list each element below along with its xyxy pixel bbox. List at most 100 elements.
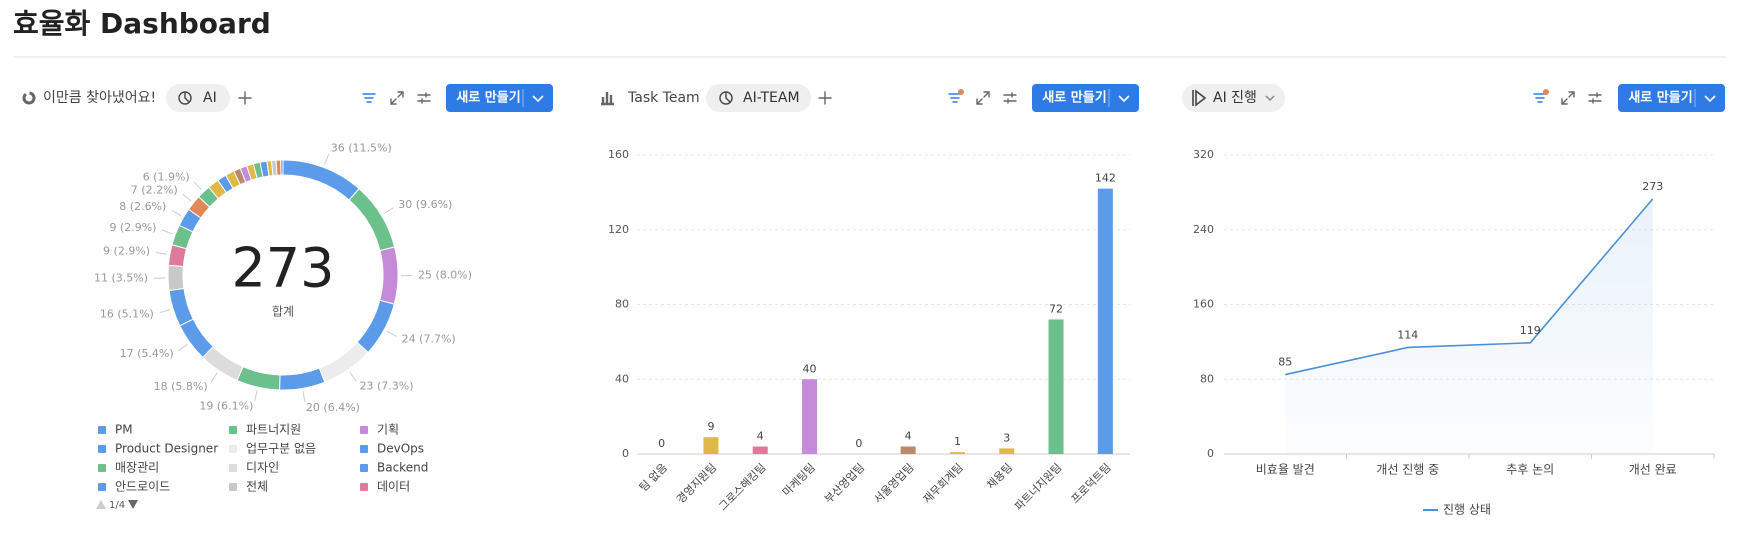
bar[interactable]: [802, 379, 818, 454]
data-label: 20 (6.4%): [306, 401, 360, 414]
x-tick-label: 개선 진행 중: [1376, 462, 1439, 477]
legend-label[interactable]: 진행 상태: [1443, 502, 1491, 517]
x-tick-label: 재무회계팀: [921, 461, 966, 506]
view-tab[interactable]: [706, 84, 811, 112]
data-label: 4: [905, 430, 912, 443]
add-view-button[interactable]: [818, 91, 832, 105]
bar[interactable]: [1048, 319, 1064, 454]
legend-label[interactable]: 파트너지원: [246, 423, 301, 437]
dropdown-button[interactable]: [532, 95, 544, 103]
label-connector: [171, 209, 182, 217]
data-label: 3: [1003, 431, 1010, 444]
x-tick-label: 마케팅팀: [780, 461, 818, 499]
legend-swatch: [98, 426, 106, 434]
bar[interactable]: [949, 452, 965, 454]
data-label: 85: [1278, 356, 1292, 369]
legend-next[interactable]: [128, 500, 138, 509]
bar[interactable]: [703, 437, 719, 454]
data-label: 16 (5.1%): [100, 307, 154, 320]
bar[interactable]: [900, 446, 916, 454]
filter-button[interactable]: [362, 93, 376, 103]
y-tick-label: 160: [608, 148, 629, 161]
view-tab-label[interactable]: AI-TEAM: [743, 90, 800, 106]
new-button-label[interactable]: 새로 만들기: [1628, 90, 1692, 106]
data-label: 7 (2.2%): [131, 183, 178, 196]
new-button[interactable]: [1618, 84, 1725, 112]
data-label: 119: [1520, 324, 1541, 337]
view-tab[interactable]: [166, 84, 230, 112]
new-button[interactable]: [446, 84, 553, 112]
bar[interactable]: [999, 448, 1015, 454]
label-connector: [324, 154, 330, 165]
label-connector: [161, 229, 173, 235]
donut-slice: [348, 188, 396, 252]
legend-label[interactable]: 기획: [377, 423, 399, 437]
view-tab-label[interactable]: AI: [203, 90, 217, 106]
legend-swatch: [98, 445, 106, 453]
dropdown-button[interactable]: [1118, 95, 1130, 103]
label-connector: [159, 308, 171, 314]
filter-indicator: [958, 89, 964, 95]
legend-label[interactable]: 안드로이드: [115, 480, 170, 494]
legend-swatch: [229, 483, 237, 491]
label-connector: [210, 372, 218, 383]
data-label: 8 (2.6%): [119, 200, 166, 213]
new-button[interactable]: [1032, 84, 1139, 112]
y-tick-label: 120: [608, 223, 629, 236]
legend-swatch: [360, 445, 368, 453]
settings-button[interactable]: [417, 92, 431, 104]
expand-button[interactable]: [1561, 91, 1575, 105]
legend-label[interactable]: PM: [115, 423, 133, 437]
settings-button[interactable]: [1003, 92, 1017, 104]
new-button-label[interactable]: 새로 만들기: [1042, 90, 1106, 106]
settings-button[interactable]: [1588, 92, 1602, 104]
data-label: 24 (7.7%): [402, 332, 456, 345]
x-tick-label: 추후 논의: [1506, 463, 1554, 477]
label-connector: [349, 371, 357, 382]
new-button-label[interactable]: 새로 만들기: [456, 90, 520, 106]
label-connector: [254, 390, 258, 401]
y-tick-label: 80: [1200, 372, 1214, 385]
legend-label[interactable]: 디자인: [246, 461, 279, 475]
legend-label[interactable]: DevOps: [377, 442, 424, 456]
add-view-button[interactable]: [238, 91, 252, 105]
view-tab-label[interactable]: AI 진행: [1213, 90, 1257, 106]
legend-swatch: [229, 464, 237, 472]
legend-swatch: [360, 483, 368, 491]
donut-slice: [236, 365, 281, 391]
total-value: 273: [231, 237, 334, 300]
legend-label[interactable]: 데이터: [377, 480, 410, 494]
label-connector: [383, 207, 394, 215]
data-label: 9 (2.9%): [103, 244, 150, 257]
donut-slice: [280, 159, 284, 176]
label-connector: [386, 330, 397, 337]
donut-slice: [282, 159, 360, 201]
label-connector: [193, 181, 202, 191]
bar[interactable]: [1097, 188, 1113, 454]
dropdown-button[interactable]: [1704, 95, 1716, 103]
bar[interactable]: [752, 446, 768, 454]
data-label: 114: [1397, 328, 1418, 341]
line-series: [1285, 198, 1654, 376]
legend-label[interactable]: 업무구분 없음: [246, 442, 316, 456]
data-label: 9 (2.9%): [109, 221, 156, 234]
legend-label[interactable]: Product Designer: [115, 442, 218, 456]
filter-button[interactable]: [1533, 93, 1547, 103]
x-tick-label: 서울영업팀: [871, 461, 916, 506]
label-connector: [178, 343, 188, 352]
widget-title: Task Team: [627, 90, 700, 106]
data-label: 19 (6.1%): [199, 400, 253, 413]
legend-label[interactable]: 전체: [246, 480, 268, 494]
data-label: 25 (8.0%): [418, 269, 472, 282]
donut-slice: [379, 246, 399, 305]
legend-label[interactable]: Backend: [377, 461, 428, 475]
view-icon: [1192, 89, 1207, 107]
expand-button[interactable]: [390, 91, 404, 105]
filter-button[interactable]: [948, 93, 962, 103]
legend-prev[interactable]: [96, 500, 106, 509]
data-label: 6 (1.9%): [143, 170, 190, 183]
legend-label[interactable]: 매장관리: [115, 461, 159, 475]
view-tab[interactable]: [1182, 84, 1285, 112]
expand-button[interactable]: [976, 91, 990, 105]
dropdown-icon: [1265, 95, 1275, 101]
